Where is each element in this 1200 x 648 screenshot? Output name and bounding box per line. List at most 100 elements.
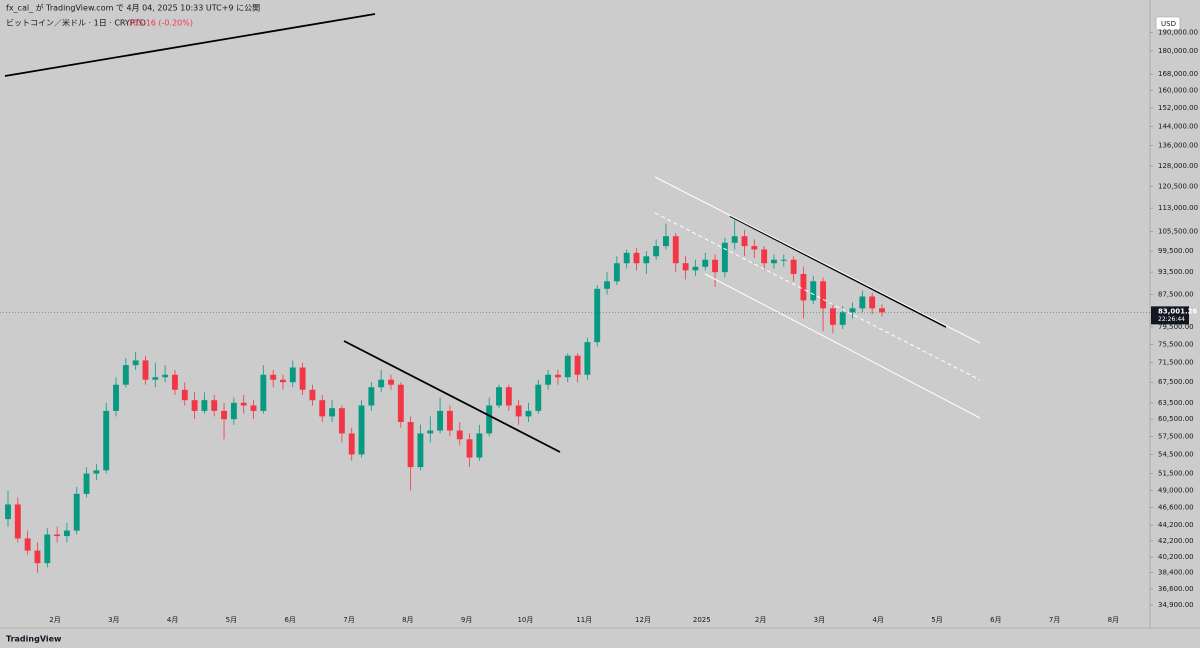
- y-tick-label: 71,500.00: [1158, 359, 1194, 367]
- x-tick-label: 11月: [576, 616, 592, 624]
- candle-body: [545, 374, 552, 385]
- candle-body: [417, 433, 424, 468]
- candle-body: [14, 504, 21, 539]
- candle-body: [358, 405, 365, 455]
- x-tick-label: 5月: [226, 616, 237, 624]
- plot-background: [0, 0, 1150, 628]
- x-tick-label: 4月: [872, 616, 883, 624]
- candle-body: [368, 387, 375, 406]
- candle-body: [329, 408, 336, 417]
- candle-body: [338, 408, 345, 434]
- candle-body: [820, 281, 827, 309]
- y-tick-label: 120,500.00: [1158, 182, 1198, 190]
- trend-line: [343, 340, 561, 453]
- candle-body: [24, 538, 31, 551]
- candle-body: [309, 389, 316, 401]
- x-tick-label: 6月: [990, 616, 1001, 624]
- candle-body: [93, 470, 100, 474]
- y-tick-label: 75,500.00: [1158, 340, 1194, 348]
- candle-body: [162, 374, 169, 378]
- candle-body: [5, 504, 11, 520]
- x-tick-label: 4月: [167, 616, 178, 624]
- y-tick-label: 190,000.00: [1158, 29, 1198, 37]
- candle-body: [515, 405, 522, 417]
- candle-body: [230, 402, 237, 420]
- y-tick-label: 42,200.00: [1158, 537, 1194, 545]
- x-tick-label: 2025: [693, 616, 711, 624]
- candle-body: [73, 493, 80, 531]
- candle-body: [171, 374, 178, 390]
- candle-body: [761, 249, 768, 264]
- candle-body: [201, 400, 208, 411]
- y-tick-label: 99,500.00: [1158, 247, 1194, 255]
- candle-body: [574, 355, 581, 375]
- x-tick-label: 12月: [635, 616, 651, 624]
- y-tick-label: 46,600.00: [1158, 503, 1194, 511]
- time-axis: [0, 628, 1200, 648]
- candle-body: [240, 402, 247, 406]
- logo: TradingView: [6, 635, 62, 644]
- candle-body: [437, 410, 444, 431]
- candle-body: [554, 374, 561, 378]
- y-tick-label: 54,500.00: [1158, 450, 1194, 458]
- x-tick-label: 8月: [1108, 616, 1119, 624]
- candle-body: [250, 405, 257, 411]
- trend-line: [4, 13, 376, 77]
- candle-body: [289, 367, 296, 383]
- candle-body: [496, 387, 502, 406]
- candle-body: [270, 374, 277, 380]
- candle-body: [643, 256, 650, 264]
- candle-body: [771, 259, 777, 264]
- candle-body: [594, 288, 601, 343]
- y-tick-label: 87,500.00: [1158, 291, 1194, 299]
- x-tick-label: 7月: [1049, 616, 1060, 624]
- candle-body: [486, 405, 493, 434]
- x-tick-label: 5月: [931, 616, 942, 624]
- candle-body: [879, 308, 885, 313]
- y-tick-label: 136,000.00: [1158, 142, 1198, 150]
- candle-body: [535, 384, 542, 411]
- y-tick-label: 44,200.00: [1158, 521, 1194, 529]
- candle-body: [211, 400, 218, 411]
- candle-body: [653, 246, 660, 257]
- y-tick-label: 105,500.00: [1158, 227, 1198, 235]
- currency[interactable]: USD: [1161, 20, 1176, 28]
- y-tick-label: 93,500.00: [1158, 268, 1194, 276]
- candle-body: [869, 296, 876, 309]
- candle-body: [221, 410, 227, 420]
- candle-body: [702, 259, 709, 267]
- candle-body: [780, 259, 787, 261]
- candle-body: [122, 365, 129, 385]
- y-tick-label: 79,500.00: [1158, 323, 1194, 331]
- y-tick-label: 144,000.00: [1158, 122, 1198, 130]
- candle-body: [564, 355, 571, 378]
- x-tick-label: 8月: [402, 616, 413, 624]
- candle-body: [623, 252, 630, 264]
- y-tick-label: 40,200.00: [1158, 553, 1194, 561]
- candle-body: [721, 242, 728, 273]
- candle-body: [663, 236, 669, 247]
- symbol: ビットコイン／米ドル · 1日 · CRYPTO: [6, 18, 146, 28]
- candle-body: [800, 273, 807, 301]
- candle-body: [378, 379, 385, 388]
- candle-body: [348, 433, 355, 455]
- drawings: [4, 13, 981, 453]
- candle-body: [505, 387, 512, 406]
- channel-line: [704, 273, 981, 419]
- candle-body: [633, 252, 640, 264]
- candle-body: [604, 281, 610, 289]
- candle-body: [859, 296, 866, 309]
- y-tick-label: 49,000.00: [1158, 486, 1194, 494]
- y-tick-label: 60,500.00: [1158, 415, 1194, 423]
- candle-body: [446, 410, 453, 431]
- candle-body: [829, 308, 836, 325]
- currency-box[interactable]: [1155, 16, 1181, 31]
- y-tick-label: 38,400.00: [1158, 569, 1194, 577]
- candle-body: [692, 266, 699, 271]
- candle-body: [397, 384, 404, 422]
- candle-body: [741, 236, 748, 247]
- candle-body: [672, 236, 679, 264]
- candle-body: [682, 263, 689, 271]
- y-tick-label: 160,000.00: [1158, 87, 1198, 95]
